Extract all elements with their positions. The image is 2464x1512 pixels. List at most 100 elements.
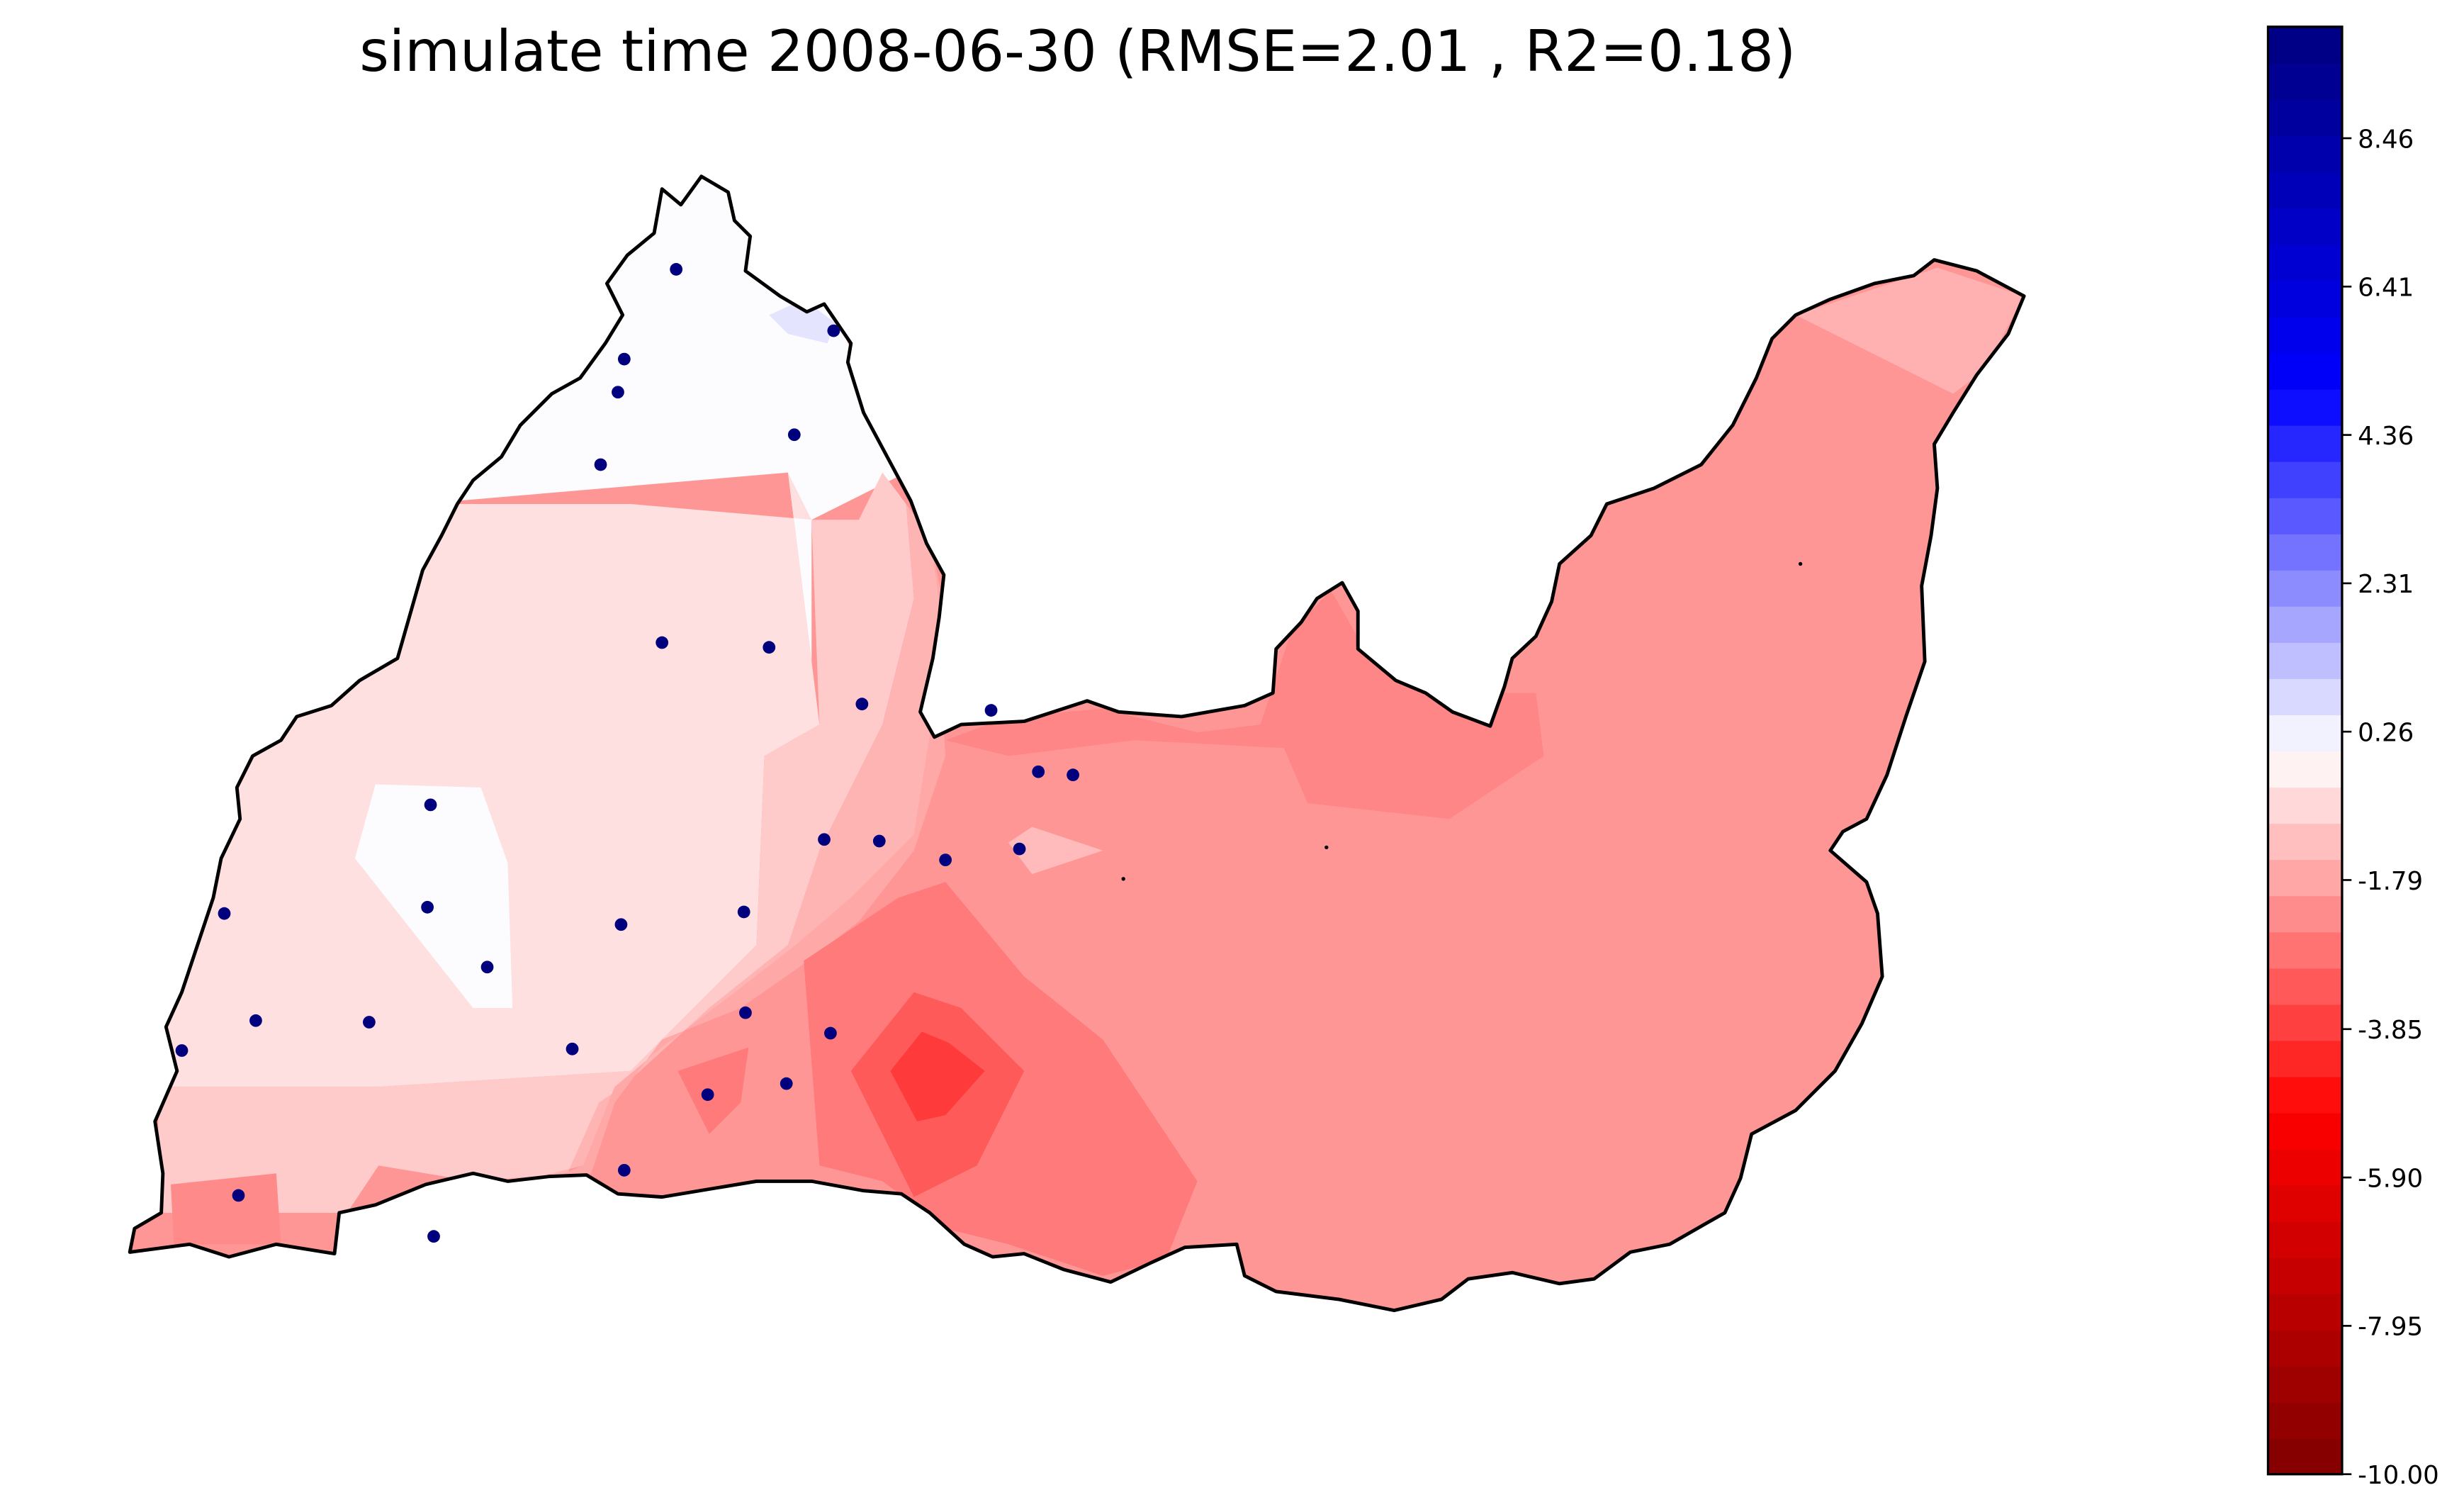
field-zone-west-pale [158, 472, 820, 1087]
station-marker [827, 324, 840, 337]
station-marker [818, 833, 831, 846]
inner-speck [1121, 877, 1125, 881]
colorbar-tick-label: -1.79 [2358, 867, 2423, 896]
station-markers [175, 263, 1079, 1243]
station-marker [614, 918, 628, 931]
colorbar-band [2268, 352, 2342, 390]
colorbar-tick-label: 8.46 [2358, 125, 2414, 154]
station-marker [737, 905, 750, 919]
colorbar-band [2268, 605, 2342, 643]
colorbar-band [2268, 1076, 2342, 1114]
colorbar-band [2268, 171, 2342, 209]
colorbar-band [2268, 280, 2342, 318]
station-marker [232, 1189, 245, 1202]
station-marker [939, 853, 952, 867]
station-marker [855, 698, 869, 711]
station-marker [1067, 768, 1079, 782]
station-marker [424, 798, 437, 812]
station-marker [872, 834, 886, 848]
colorbar-tick-label: -5.90 [2358, 1164, 2423, 1193]
field-zone-southwest-corner [170, 1173, 281, 1245]
colorbar-band [2268, 895, 2342, 933]
colorbar-band [2268, 1221, 2342, 1258]
station-marker [594, 458, 607, 471]
field-zone-center-strip [945, 590, 1544, 819]
colorbar-band [2268, 642, 2342, 679]
station-marker [1013, 842, 1026, 856]
station-marker [421, 900, 434, 914]
colorbar-band [2268, 388, 2342, 426]
station-marker [763, 641, 776, 654]
colorbar-tick-label: -10.00 [2358, 1461, 2439, 1490]
colorbar-tick-label: -7.95 [2358, 1313, 2423, 1342]
station-marker [670, 263, 683, 276]
colorbar-band [2268, 497, 2342, 534]
station-marker [701, 1088, 714, 1102]
colorbar-band [2268, 1365, 2342, 1403]
station-marker [218, 907, 231, 920]
field-zone-west-white-patch [354, 784, 513, 1008]
colorbar-tick-label: -3.85 [2358, 1016, 2423, 1045]
station-marker [480, 961, 494, 974]
colorbar-band [2268, 1148, 2342, 1186]
colorbar-band [2268, 1040, 2342, 1077]
colorbar-band [2268, 1185, 2342, 1222]
inner-speck [1324, 845, 1329, 850]
station-marker [249, 1014, 262, 1027]
colorbar-band [2268, 786, 2342, 824]
basin-boundary-outline [128, 174, 2026, 1313]
contour-field [130, 176, 2025, 1311]
colorbar-band [2268, 461, 2342, 498]
station-marker [617, 352, 631, 366]
colorbar-band [2268, 244, 2342, 281]
colorbar-tick-label: 6.41 [2358, 274, 2414, 303]
colorbar-band [2268, 425, 2342, 462]
colorbar-tick-label: 4.36 [2358, 422, 2414, 451]
station-marker [984, 704, 998, 717]
colorbar: -10.00 -7.95 -5.90 -3.85 -1.79 0.26 2.31 4.36 6.… [2266, 26, 2439, 1490]
colorbar-ticks: -10.00 -7.95 -5.90 -3.85 -1.79 0.26 2.31 4.36 6.… [2341, 125, 2439, 1490]
station-marker [824, 1026, 837, 1040]
colorbar-tick-label: 2.31 [2358, 570, 2414, 599]
station-marker [175, 1044, 189, 1057]
colorbar-band [2268, 1401, 2342, 1439]
colorbar-band [2268, 1257, 2342, 1294]
station-marker [427, 1230, 440, 1243]
colorbar-frame [2266, 26, 2344, 1476]
field-zone-mid-band-2 [473, 472, 940, 1182]
colorbar-band [2268, 968, 2342, 1005]
colorbar-band [2268, 931, 2342, 969]
colorbar-band [2268, 1293, 2342, 1331]
station-marker [612, 386, 624, 399]
colorbar-band [2268, 316, 2342, 354]
field-zone-mid-band-1 [158, 472, 914, 1213]
colorbar-band [2268, 678, 2342, 716]
colorbar-band [2268, 1329, 2342, 1367]
colorbar-band [2268, 1004, 2342, 1041]
station-marker [656, 636, 669, 649]
colorbar-band [2268, 1438, 2342, 1476]
colorbar-band [2268, 858, 2342, 897]
station-marker [780, 1077, 793, 1090]
colorbar-band [2268, 208, 2342, 245]
colorbar-band [2268, 750, 2342, 788]
station-marker [1032, 765, 1045, 778]
colorbar-band [2268, 99, 2342, 137]
colorbar-band [2268, 569, 2342, 607]
station-marker [739, 1006, 752, 1019]
field-zone-northeast-tint [769, 299, 836, 344]
colorbar-band [2268, 1112, 2342, 1150]
field-zone-southwest-pocket [677, 1047, 749, 1134]
colorbar-band [2268, 26, 2342, 65]
field-zone-east-bump [1008, 827, 1103, 875]
field-zone-northeast-tip [1795, 267, 2025, 394]
inner-speck [1798, 561, 1803, 566]
colorbar-band [2268, 533, 2342, 571]
map-title: simulate time 2008-06-30 (RMSE=2.01 , R2… [359, 18, 1796, 84]
station-marker [617, 1163, 631, 1177]
colorbar-band [2268, 62, 2342, 101]
colorbar-band [2268, 135, 2342, 173]
field-zone-core-2 [890, 1031, 985, 1121]
colorbar-tick-label: 0.26 [2358, 719, 2414, 748]
